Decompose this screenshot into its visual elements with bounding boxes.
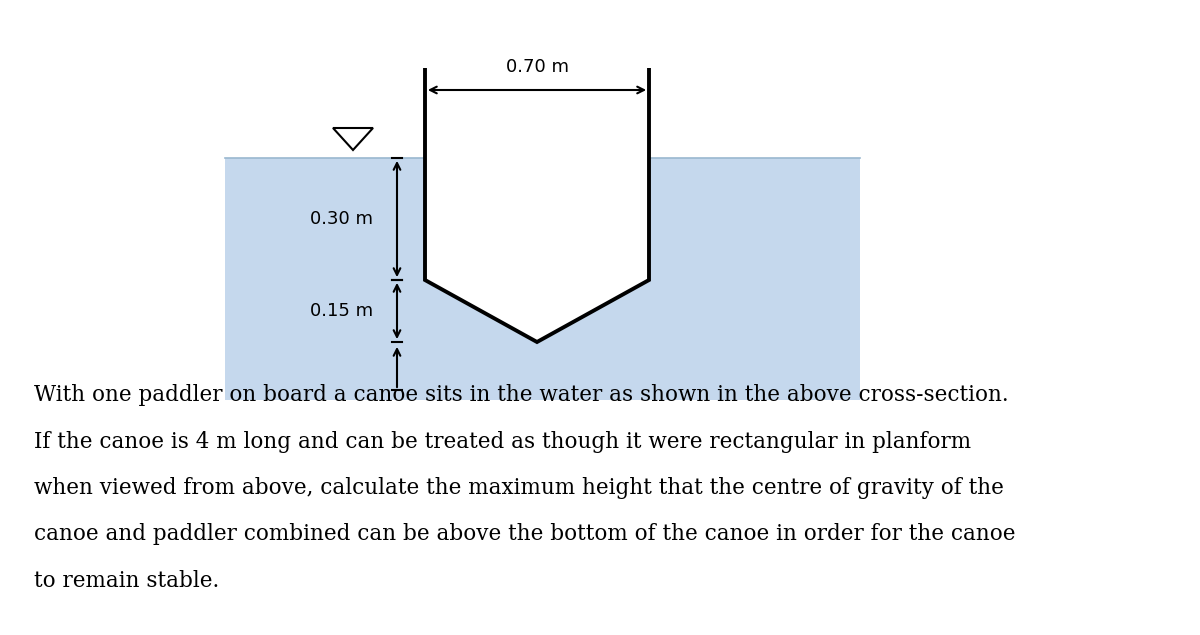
Text: canoe and paddler combined can be above the bottom of the canoe in order for the: canoe and paddler combined can be above …	[34, 523, 1015, 545]
Text: to remain stable.: to remain stable.	[34, 570, 218, 592]
Polygon shape	[425, 68, 649, 342]
Text: 0.30 m: 0.30 m	[311, 210, 373, 228]
Text: With one paddler on board a canoe sits in the water as shown in the above cross-: With one paddler on board a canoe sits i…	[34, 384, 1008, 406]
Text: 0.70 m: 0.70 m	[505, 58, 569, 76]
Text: 0.15 m: 0.15 m	[311, 302, 373, 320]
Bar	[226, 158, 860, 400]
Text: If the canoe is 4 m long and can be treated as though it were rectangular in pla: If the canoe is 4 m long and can be trea…	[34, 431, 971, 453]
Text: when viewed from above, calculate the maximum height that the centre of gravity : when viewed from above, calculate the ma…	[34, 477, 1003, 499]
